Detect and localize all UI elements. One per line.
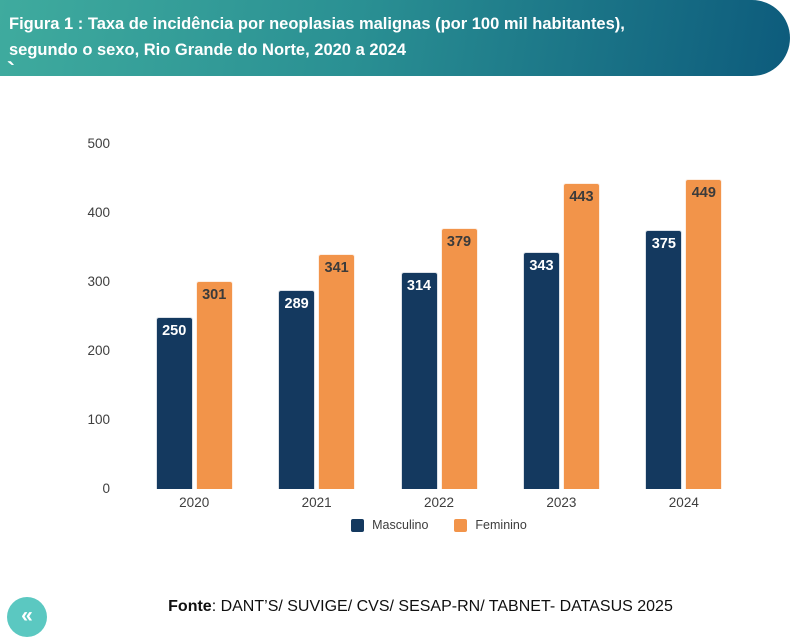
- bar-value-label: 314: [406, 278, 432, 295]
- figure-title-line1: Figura 1 : Taxa de incidência por neopla…: [9, 15, 625, 33]
- bar-value-label: 250: [162, 322, 187, 339]
- source-note-label: Fonte: [168, 598, 212, 615]
- y-tick-label: 200: [87, 343, 110, 358]
- y-tick-label: 400: [87, 205, 110, 220]
- bar-value-label: 375: [651, 236, 676, 253]
- x-axis: 2020 2021 2022 2023 2024: [133, 495, 745, 510]
- bar-value-label: 341: [324, 259, 349, 276]
- legend-label: Feminino: [475, 518, 527, 532]
- plot-area: 250 301 289 341 314 379 343 443 375 449: [133, 144, 745, 489]
- chart-legend: Masculino Feminino: [133, 518, 745, 532]
- bar-group-2021: 289 341: [255, 144, 377, 489]
- source-note-text: : DANT’S/ SUVIGE/ CVS/ SESAP-RN/ TABNET-…: [211, 598, 673, 615]
- bar-group-2023: 343 443: [500, 144, 622, 489]
- x-axis-label: 2022: [423, 495, 455, 510]
- legend-swatch-masculino: [351, 518, 365, 532]
- bar-feminino-2022: 379: [440, 227, 478, 489]
- x-axis-label: 2021: [301, 495, 332, 510]
- bar-masculino-2024: 375: [645, 230, 683, 489]
- double-chevron-left-icon: «: [21, 604, 33, 627]
- bar-group-2020: 250 301: [133, 144, 255, 489]
- bar-feminino-2021: 341: [318, 253, 356, 489]
- bar-masculino-2022: 314: [400, 272, 438, 489]
- bar-masculino-2023: 343: [522, 252, 560, 489]
- y-tick-label: 0: [102, 481, 110, 496]
- legend-swatch-feminino: [454, 518, 468, 532]
- bar-value-label: 301: [202, 287, 227, 304]
- y-tick-label: 100: [87, 412, 110, 427]
- legend-item-masculino: Masculino: [351, 518, 428, 532]
- bar-feminino-2023: 443: [562, 183, 600, 489]
- bar-chart: 0 100 200 300 400 500 250 301 289 341 314 379 343 44…: [0, 136, 801, 544]
- x-axis-label: 2024: [668, 495, 699, 510]
- bar-masculino-2020: 250: [155, 316, 193, 489]
- source-note: Fonte: DANT’S/ SUVIGE/ CVS/ SESAP-RN/ TA…: [0, 598, 801, 616]
- x-axis-label: 2023: [546, 495, 577, 510]
- bar-value-label: 379: [446, 233, 472, 250]
- bar-value-label: 443: [569, 189, 594, 206]
- y-tick-label: 300: [87, 274, 110, 289]
- figure-title-line2: segundo o sexo, Rio Grande do Norte, 202…: [9, 41, 407, 59]
- figure-header: Figura 1 : Taxa de incidência por neopla…: [0, 0, 790, 76]
- bar-value-label: 289: [284, 295, 309, 312]
- bar-value-label: 449: [691, 185, 716, 202]
- x-axis-label: 2020: [179, 495, 210, 510]
- back-button[interactable]: «: [7, 597, 47, 637]
- bar-value-label: 343: [529, 258, 554, 275]
- legend-item-feminino: Feminino: [454, 518, 527, 532]
- bar-group-2022: 314 379: [378, 144, 500, 489]
- legend-label: Masculino: [372, 518, 429, 532]
- y-axis: 0 100 200 300 400 500: [60, 136, 110, 496]
- bar-feminino-2020: 301: [195, 281, 233, 489]
- stray-backtick-char: `: [7, 58, 15, 77]
- bar-group-2024: 375 449: [623, 144, 745, 489]
- bar-feminino-2024: 449: [685, 179, 723, 489]
- y-tick-label: 500: [87, 136, 110, 151]
- bar-masculino-2021: 289: [278, 289, 316, 489]
